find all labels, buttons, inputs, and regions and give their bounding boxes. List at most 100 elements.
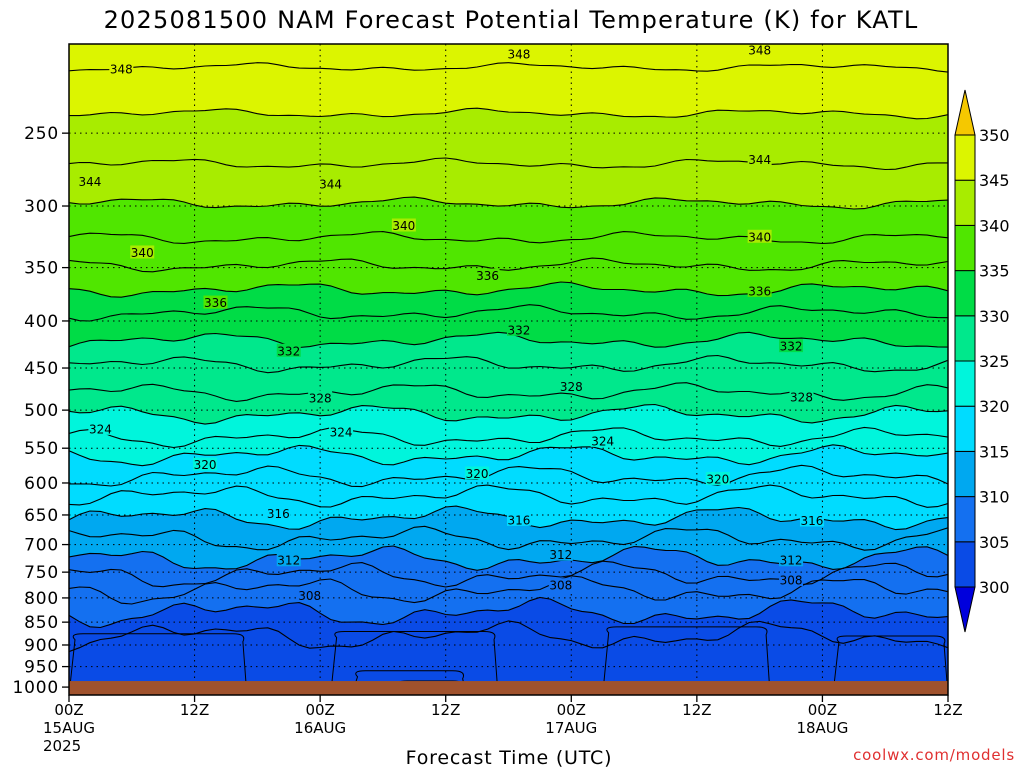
y-tick-label: 800	[24, 589, 59, 609]
contour-label: 320	[466, 467, 489, 481]
x-tick-label: 18AUG	[796, 719, 848, 737]
contour-314	[69, 525, 948, 551]
contour-label-bg	[318, 177, 343, 191]
contour-label: 324	[89, 422, 112, 436]
contour-label-bg	[77, 174, 102, 188]
colorbar-label: 300	[979, 578, 1010, 597]
contour-306	[69, 596, 948, 629]
y-tick-label: 750	[24, 563, 59, 583]
contour-label-bg	[789, 390, 814, 404]
contour-label: 336	[204, 296, 227, 310]
low-level-cell-3	[832, 635, 948, 695]
y-tick-label: 650	[24, 506, 59, 526]
contour-label: 316	[801, 514, 824, 528]
y-tick-label: 500	[24, 401, 59, 421]
low-level-cell-2	[602, 626, 771, 695]
colorbar-swatch	[954, 179, 976, 226]
contour-label-bg	[548, 547, 573, 561]
contour-330	[69, 354, 948, 374]
contour-label: 340	[748, 230, 771, 244]
x-tick-label: 00Z	[808, 701, 837, 719]
colorbar-label: 315	[979, 442, 1010, 461]
x-tick-label: 15AUG	[43, 719, 95, 737]
contour-label: 316	[267, 507, 290, 521]
x-tick-label: 00Z	[54, 701, 83, 719]
contour-label: 344	[748, 153, 771, 167]
y-tick-label: 950	[24, 658, 59, 678]
y-tick-label: 900	[24, 636, 59, 656]
contour-label-bg	[266, 506, 291, 520]
contour-322	[69, 444, 948, 467]
contour-label-bg	[391, 218, 416, 232]
contour-344	[69, 157, 948, 171]
x-tick-label: 00Z	[305, 701, 334, 719]
contour-label-bg	[799, 513, 824, 527]
contour-label-bg	[329, 424, 354, 438]
contour-label: 332	[277, 344, 300, 358]
contour-label: 328	[560, 380, 583, 394]
contour-label: 308	[780, 574, 803, 588]
contour-label: 348	[110, 63, 133, 77]
y-tick-label: 700	[24, 536, 59, 556]
colorbar-label: 340	[979, 216, 1010, 235]
contour-320	[69, 464, 948, 488]
contour-342	[69, 196, 948, 210]
credit-text: coolwx.com/models	[853, 746, 1015, 764]
contour-label: 340	[131, 246, 154, 260]
colorbar-swatch	[954, 541, 976, 588]
contour-label: 336	[748, 284, 771, 298]
colorbar-label: 305	[979, 533, 1010, 552]
colorbar-swatch	[954, 224, 976, 272]
x-axis-label: Forecast Time (UTC)	[406, 747, 613, 768]
colorbar-extend-max	[954, 89, 976, 136]
contour-label: 332	[780, 340, 803, 354]
contour-label-bg	[297, 588, 322, 602]
colorbar-label: 320	[979, 397, 1010, 416]
low-level-cell-0	[69, 633, 248, 695]
contour-label-bg	[747, 229, 772, 243]
colorbar-swatch	[954, 450, 976, 498]
y-tick-label: 250	[24, 124, 59, 144]
colorbar-swatch	[954, 315, 976, 362]
y-tick-label: 350	[24, 259, 59, 279]
contour-304	[69, 620, 948, 653]
contour-label: 328	[790, 391, 813, 405]
x-tick-label: 00Z	[557, 701, 586, 719]
contour-334	[69, 304, 948, 322]
contour-label: 308	[549, 579, 572, 593]
colorbar-label: 330	[979, 307, 1010, 326]
contour-label-bg	[193, 457, 218, 471]
y-tick-label: 300	[24, 197, 59, 217]
y-tick-label: 1000	[13, 678, 59, 698]
colorbar-label: 350	[979, 126, 1010, 145]
y-tick-label: 450	[24, 359, 59, 379]
contour-label: 348	[508, 47, 531, 61]
colorbar: 300 305 310 315 320 325 330 335 340 345 350	[954, 89, 1010, 633]
colorbar-swatch	[954, 405, 976, 452]
contour-label: 312	[549, 548, 572, 562]
contour-318	[69, 484, 948, 508]
theta-fill-layer	[69, 44, 948, 695]
colorbar-label: 310	[979, 488, 1010, 507]
contour-label: 324	[330, 425, 353, 439]
contour-label: 344	[319, 178, 342, 192]
contour-label: 344	[78, 175, 101, 189]
contour-label-bg	[747, 283, 772, 297]
contour-340	[69, 231, 948, 245]
contour-label-bg	[475, 268, 500, 282]
chart-title: 2025081500 NAM Forecast Potential Temper…	[104, 6, 919, 34]
contour-label-bg	[465, 466, 490, 480]
contour-348	[69, 62, 948, 73]
contour-label: 328	[309, 391, 332, 405]
contour-338	[69, 257, 948, 273]
contour-label-bg	[779, 339, 804, 353]
contour-label-bg	[109, 62, 134, 76]
contour-label-bg	[779, 553, 804, 567]
y-tick-label: 600	[24, 474, 59, 494]
contour-label-bg	[506, 322, 531, 336]
contour-label-bg	[747, 152, 772, 166]
plot-area: 348 348 348 344 344 344 340 340 340 336 336 336 332 3…	[69, 44, 948, 695]
contour-326	[69, 403, 948, 425]
contour-label: 320	[194, 458, 217, 472]
